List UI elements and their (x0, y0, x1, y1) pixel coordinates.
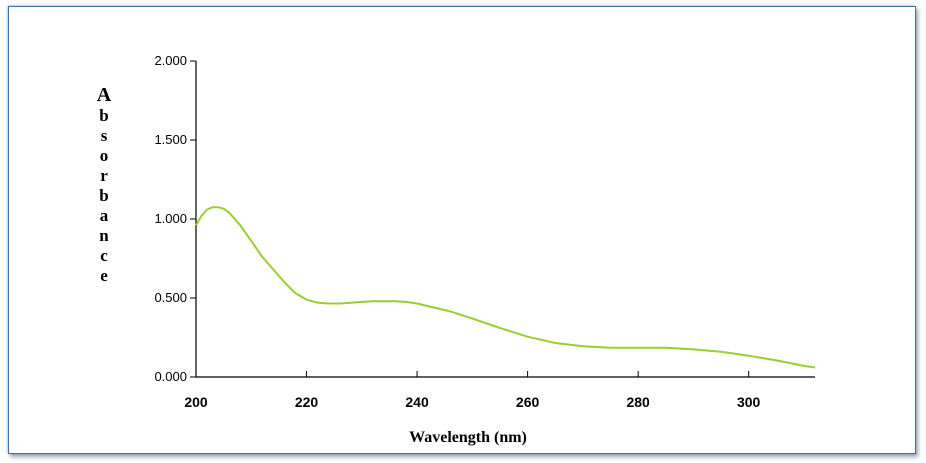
x-tick-label: 220 (295, 394, 319, 410)
y-tick-label: 1.500 (154, 132, 187, 147)
y-axis-label-letter: a (100, 206, 109, 225)
series-line (195, 206, 816, 369)
x-axis-ticks: 200 220 240 260 280 300 (184, 371, 761, 410)
y-tick-label: 0.500 (154, 290, 187, 305)
y-axis-label-letter: b (99, 186, 108, 205)
x-tick-label: 260 (516, 394, 540, 410)
y-axis-label-letter: o (100, 146, 109, 165)
y-tick-label: 2.000 (154, 53, 187, 68)
y-tick-label: 1.000 (154, 211, 187, 226)
y-axis-label-letter: b (99, 106, 108, 125)
figure-border (8, 6, 916, 454)
y-axis-label-letter: r (100, 166, 108, 185)
y-axis-label-letter: e (100, 266, 108, 285)
x-tick-label: 280 (626, 394, 650, 410)
x-tick-label: 300 (737, 394, 761, 410)
x-axis-label: Wavelength (nm) (409, 429, 527, 446)
x-tick-label: 200 (184, 394, 208, 410)
y-axis-label-letter: A (97, 84, 112, 106)
y-axis-label-letter: s (101, 126, 108, 145)
y-axis-ticks: 0.000 0.500 1.000 1.500 2.000 (154, 53, 196, 384)
y-tick-label: 0.000 (154, 369, 187, 384)
y-axis-label-letter: n (99, 226, 109, 245)
x-tick-label: 240 (405, 394, 429, 410)
y-axis-label-letter: c (100, 246, 108, 265)
